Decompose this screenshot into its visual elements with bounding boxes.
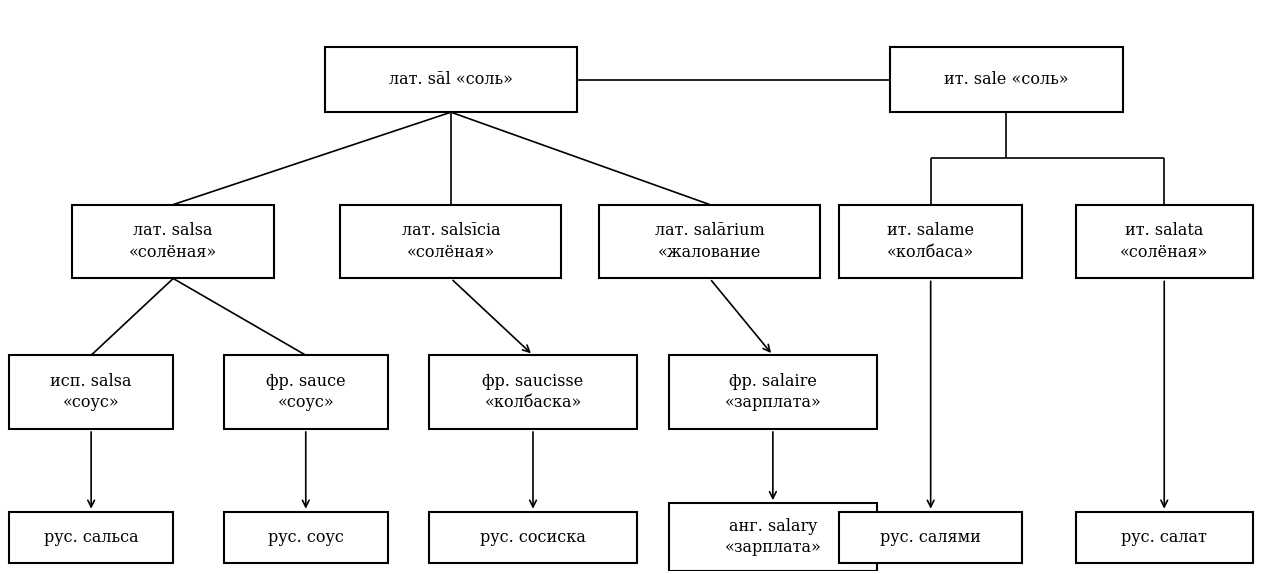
FancyBboxPatch shape (72, 204, 274, 278)
FancyBboxPatch shape (890, 47, 1123, 112)
Text: рус. салат: рус. салат (1121, 529, 1207, 546)
Text: фр. saucisse
«колбаска»: фр. saucisse «колбаска» (482, 373, 583, 412)
FancyBboxPatch shape (839, 511, 1022, 563)
Text: рус. сальса: рус. сальса (44, 529, 138, 546)
FancyBboxPatch shape (9, 511, 174, 563)
FancyBboxPatch shape (429, 511, 637, 563)
Text: лат. salsīcia
«солёная»: лат. salsīcia «солёная» (402, 222, 501, 261)
Text: ит. sale «соль»: ит. sale «соль» (945, 71, 1069, 88)
FancyBboxPatch shape (325, 47, 577, 112)
FancyBboxPatch shape (9, 355, 174, 429)
Text: рус. сосиска: рус. сосиска (481, 529, 586, 546)
FancyBboxPatch shape (1075, 204, 1253, 278)
Text: фр. salaire
«зарплата»: фр. salaire «зарплата» (724, 373, 822, 412)
Text: лат. salārium
«жалование: лат. salārium «жалование (654, 222, 765, 261)
FancyBboxPatch shape (600, 204, 820, 278)
FancyBboxPatch shape (668, 503, 877, 571)
FancyBboxPatch shape (341, 204, 562, 278)
FancyBboxPatch shape (223, 511, 388, 563)
Text: лат. salsa
«солёная»: лат. salsa «солёная» (129, 222, 217, 261)
Text: исп. salsa
«соус»: исп. salsa «соус» (51, 373, 132, 412)
FancyBboxPatch shape (223, 355, 388, 429)
FancyBboxPatch shape (839, 204, 1022, 278)
Text: анг. salary
«зарплата»: анг. salary «зарплата» (724, 518, 822, 556)
Text: ит. salata
«солёная»: ит. salata «солёная» (1120, 222, 1208, 261)
FancyBboxPatch shape (1075, 511, 1253, 563)
Text: ит. salame
«колбаса»: ит. salame «колбаса» (888, 222, 974, 261)
Text: лат. sāl «соль»: лат. sāl «соль» (389, 71, 512, 88)
Text: рус. салями: рус. салями (880, 529, 981, 546)
FancyBboxPatch shape (668, 355, 877, 429)
FancyBboxPatch shape (429, 355, 637, 429)
Text: фр. sauce
«соус»: фр. sauce «соус» (266, 373, 346, 412)
Text: рус. соус: рус. соус (268, 529, 344, 546)
